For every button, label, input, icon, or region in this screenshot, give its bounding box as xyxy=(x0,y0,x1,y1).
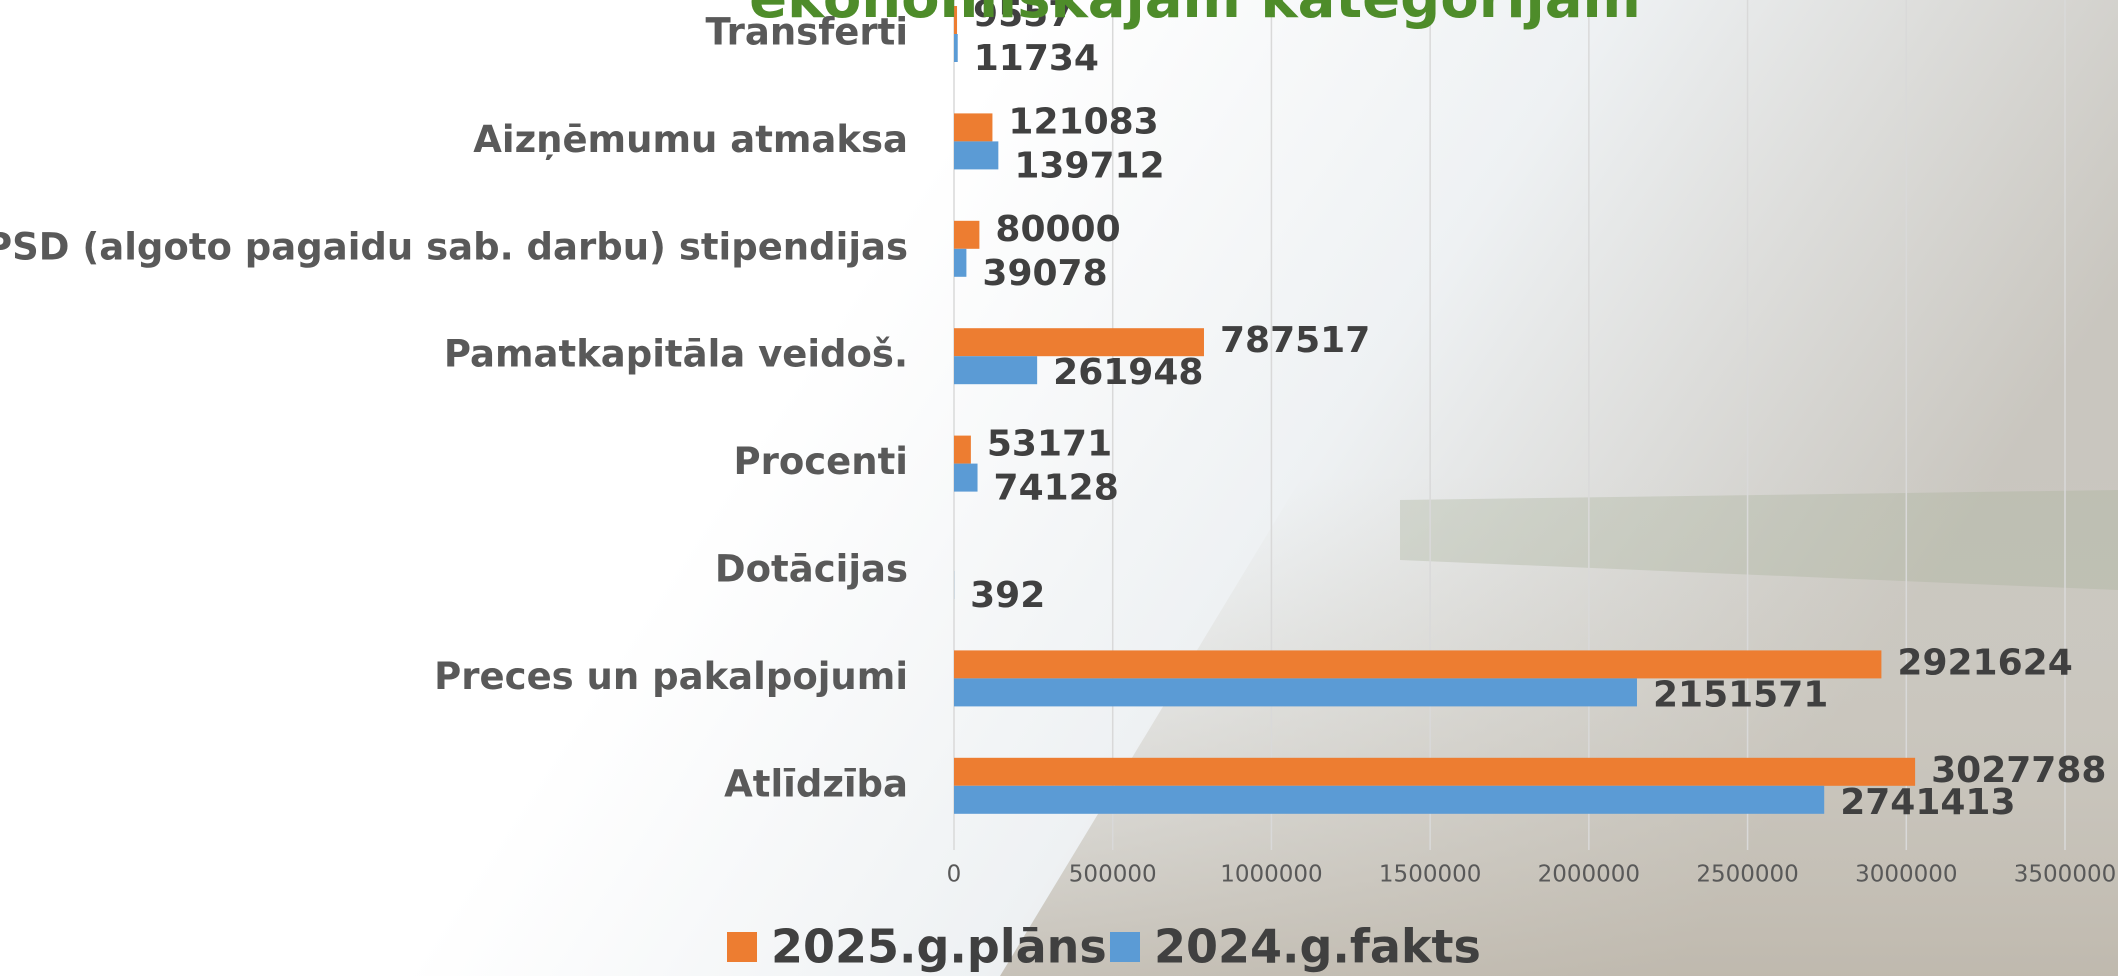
value-label: 2921624 xyxy=(1897,642,2072,683)
bar xyxy=(954,34,958,62)
y-tick-label: Pamatkapitāla veidoš. xyxy=(444,333,908,376)
bar xyxy=(954,221,979,249)
bar xyxy=(954,786,1824,814)
legend-label: 2024.g.fakts xyxy=(1154,920,1481,974)
value-label: 39078 xyxy=(982,253,1107,294)
y-tick-label: Atlīdzība xyxy=(724,762,908,805)
value-label: 11734 xyxy=(974,38,1099,79)
value-label: 53171 xyxy=(987,424,1112,465)
value-label: 2151571 xyxy=(1653,674,1828,715)
chart-title: ekonomiskajām kategorijām xyxy=(749,0,1641,31)
page: {"chart_data": {"type": "bar", "orientat… xyxy=(0,0,2118,976)
x-tick-label: 2000000 xyxy=(1538,862,1640,888)
bar xyxy=(954,436,971,464)
value-label: 392 xyxy=(970,575,1045,616)
value-label: 261948 xyxy=(1053,352,1203,393)
bar xyxy=(954,678,1637,706)
x-tick-label: 3500000 xyxy=(2014,862,2116,888)
y-tick-label: Dotācijas xyxy=(715,548,908,591)
legend-swatch xyxy=(727,932,757,962)
value-label: 80000 xyxy=(995,209,1120,250)
bar xyxy=(954,141,998,169)
value-label: 787517 xyxy=(1220,320,1370,361)
legend-swatch xyxy=(1110,932,1140,962)
legend-label: 2025.g.plāns xyxy=(771,920,1107,974)
x-tick-label: 500000 xyxy=(1069,862,1157,888)
bar xyxy=(954,758,1915,786)
y-tick-label: APSD (algoto pagaidu sab. darbu) stipend… xyxy=(0,225,908,268)
x-tick-label: 1500000 xyxy=(1379,862,1481,888)
x-tick-label: 0 xyxy=(947,862,962,888)
bar xyxy=(954,356,1037,384)
x-tick-label: 1000000 xyxy=(1220,862,1322,888)
x-tick-label: 2500000 xyxy=(1696,862,1798,888)
chart: 0 500000 1000000 1500000 2000000 2500000 30000… xyxy=(0,0,2118,976)
y-tick-label: Procenti xyxy=(733,440,908,483)
value-label: 139712 xyxy=(1014,145,1164,186)
bar xyxy=(954,249,966,277)
value-label: 121083 xyxy=(1008,101,1158,142)
x-tick-label: 3000000 xyxy=(1855,862,1957,888)
value-label: 74128 xyxy=(994,468,1119,509)
y-tick-label: Preces un pakalpojumi xyxy=(434,655,908,698)
bar xyxy=(954,464,978,492)
y-tick-label: Aizņēmumu atmaksa xyxy=(473,118,908,161)
value-label: 2741413 xyxy=(1840,782,2015,823)
bar xyxy=(954,113,992,141)
legend: 2025.g.plāns 2024.g.fakts xyxy=(727,920,1481,974)
